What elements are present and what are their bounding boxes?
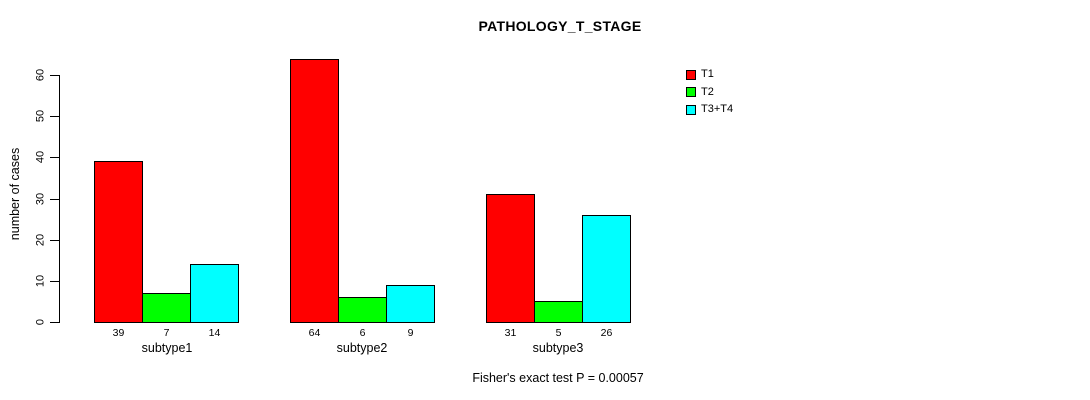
bar-t2-subtype3 bbox=[534, 301, 583, 323]
legend-item: T3+T4 bbox=[686, 101, 733, 119]
bar-t2-subtype2 bbox=[338, 297, 387, 323]
y-axis-tick bbox=[50, 322, 59, 323]
bar-value-label: 26 bbox=[600, 327, 613, 339]
y-tick-label: 60 bbox=[34, 68, 47, 82]
legend-item: T2 bbox=[686, 84, 733, 102]
bar-value-label: 6 bbox=[359, 327, 366, 339]
legend-item: T1 bbox=[686, 66, 733, 84]
y-tick-label: 0 bbox=[34, 318, 47, 326]
bar-t1-subtype1 bbox=[94, 161, 143, 323]
bar-value-label: 31 bbox=[504, 327, 517, 339]
legend-item-label: T2 bbox=[701, 85, 714, 98]
legend-swatch-icon bbox=[686, 104, 696, 115]
chart-title: PATHOLOGY_T_STAGE bbox=[478, 18, 642, 34]
bar-t1-subtype2 bbox=[290, 59, 339, 323]
y-tick-label: 10 bbox=[34, 274, 47, 288]
stat-test-label: Fisher's exact test P = 0.00057 bbox=[472, 371, 644, 385]
y-axis-tick bbox=[50, 75, 59, 76]
bar-t3-t4-subtype3 bbox=[582, 215, 631, 323]
x-category-label: subtype2 bbox=[336, 341, 388, 355]
y-tick-label: 30 bbox=[34, 192, 47, 206]
x-category-label: subtype3 bbox=[532, 341, 584, 355]
y-axis-tick bbox=[50, 240, 59, 241]
y-tick-label: 20 bbox=[34, 233, 47, 247]
y-axis-line bbox=[59, 75, 60, 323]
y-axis-tick bbox=[50, 199, 59, 200]
legend-swatch-icon bbox=[686, 87, 696, 98]
bar-t2-subtype1 bbox=[142, 293, 191, 323]
bar-value-label: 39 bbox=[112, 327, 125, 339]
bar-value-label: 7 bbox=[163, 327, 170, 339]
legend-swatch-icon bbox=[686, 69, 696, 80]
bar-value-label: 5 bbox=[555, 327, 562, 339]
legend-item-label: T1 bbox=[701, 68, 714, 81]
y-axis-tick bbox=[50, 116, 59, 117]
y-axis-tick bbox=[50, 157, 59, 158]
bar-value-label: 9 bbox=[407, 327, 414, 339]
bar-t3-t4-subtype2 bbox=[386, 285, 435, 323]
y-axis-title: number of cases bbox=[8, 147, 22, 241]
x-category-label: subtype1 bbox=[141, 341, 193, 355]
legend-item-label: T3+T4 bbox=[701, 103, 734, 116]
y-tick-label: 40 bbox=[34, 150, 47, 164]
bar-t3-t4-subtype1 bbox=[190, 264, 239, 323]
y-tick-label: 50 bbox=[34, 109, 47, 123]
bar-value-label: 64 bbox=[308, 327, 321, 339]
bar-value-label: 14 bbox=[208, 327, 221, 339]
y-axis-tick bbox=[50, 281, 59, 282]
legend: T1 T2 T3+T4 bbox=[686, 66, 733, 119]
bar-t1-subtype3 bbox=[486, 194, 535, 323]
